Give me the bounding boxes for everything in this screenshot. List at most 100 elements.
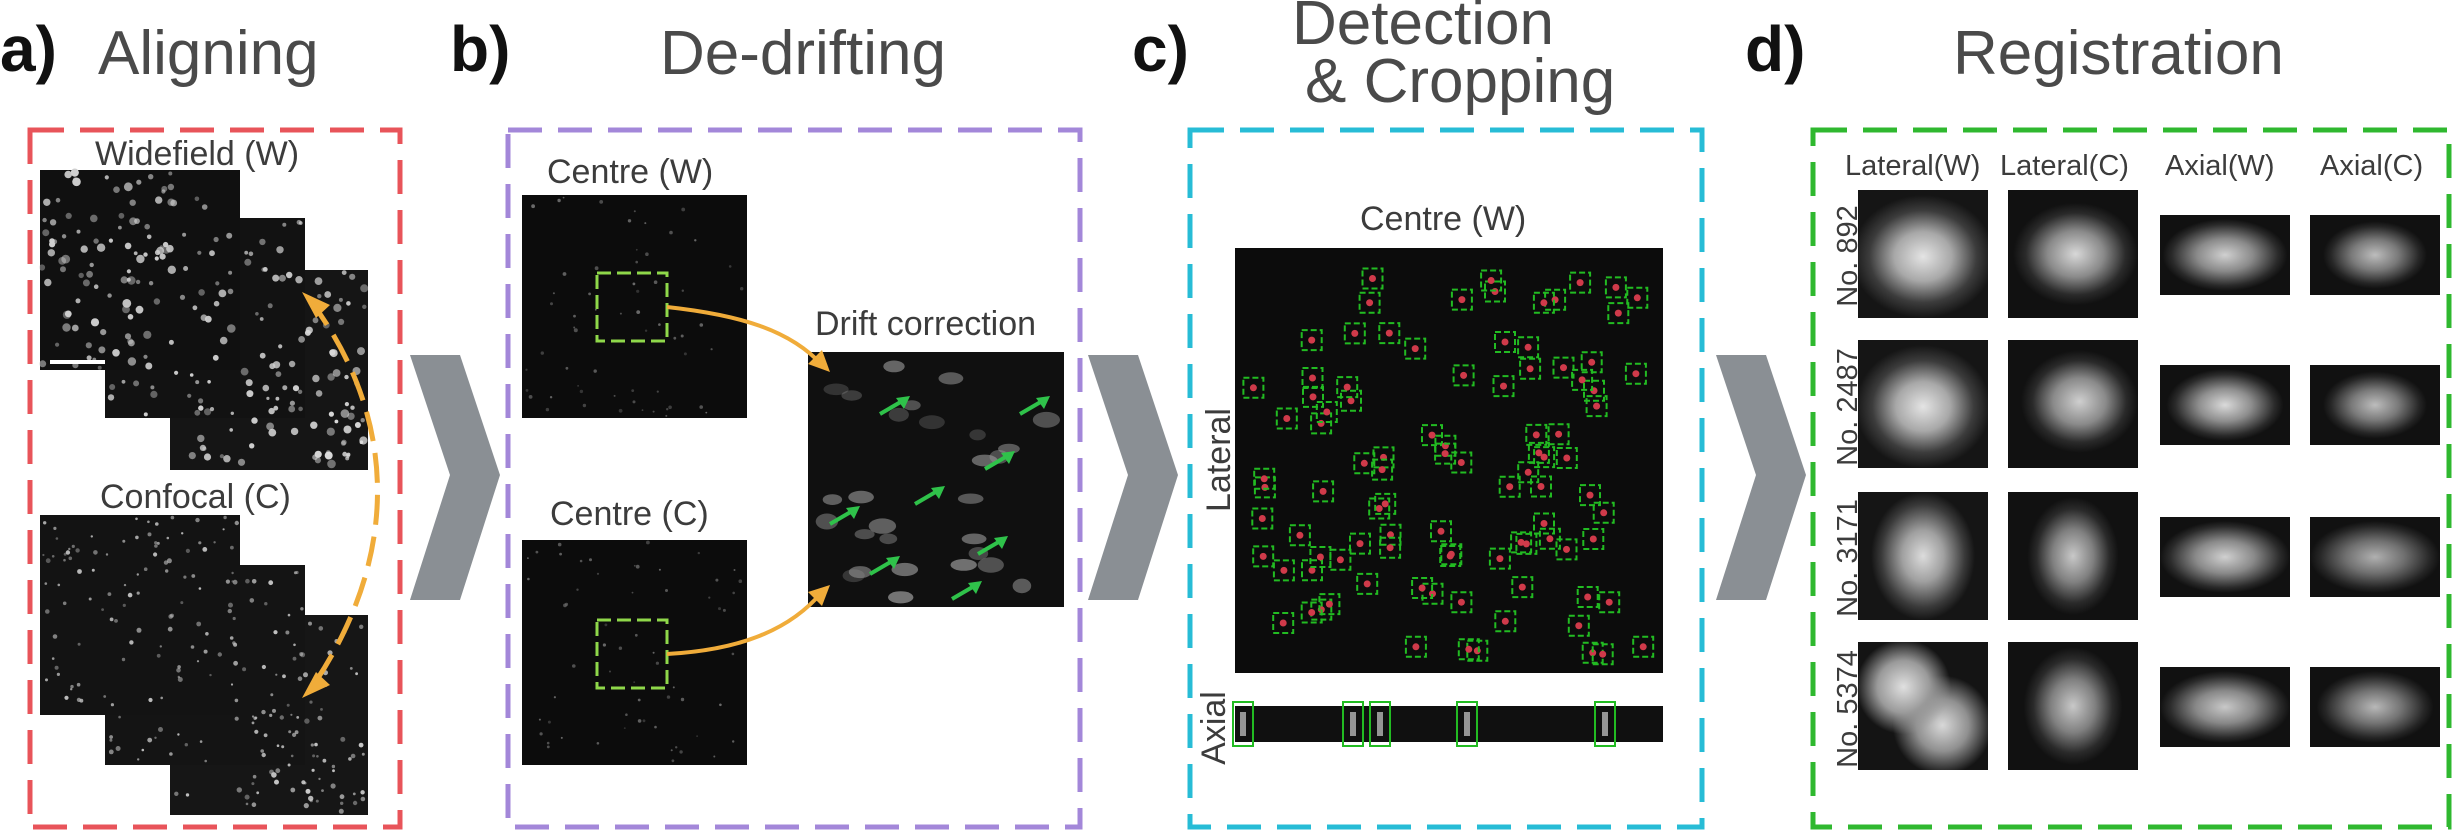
detection-box: [1315, 401, 1338, 423]
nucleus: [340, 801, 344, 805]
nucleus: [312, 374, 320, 383]
nucleus: [168, 339, 174, 345]
nucleus: [559, 552, 562, 556]
nucleus: [295, 276, 303, 284]
nucleus: [63, 558, 66, 562]
nucleus: [227, 324, 236, 333]
nucleus: [303, 803, 309, 809]
nucleus: [740, 287, 744, 291]
nucleus: [126, 277, 131, 282]
detection-box: [1598, 591, 1621, 614]
detection-dot: [1280, 566, 1288, 574]
nucleus: [279, 715, 284, 720]
nucleus: [273, 405, 279, 411]
nucleus: [104, 175, 109, 180]
nucleus: [557, 542, 562, 547]
nucleus: [288, 730, 292, 734]
detection-dot: [1369, 275, 1376, 282]
nucleus: [286, 271, 293, 279]
nucleus: [202, 446, 207, 451]
detection-box: [1450, 451, 1473, 474]
nucleus: [259, 352, 266, 359]
drift-arrowhead: [886, 556, 900, 569]
nucleus: [272, 361, 281, 369]
nucleus: [159, 253, 166, 260]
nucleus: [136, 627, 142, 633]
nucleus: [233, 660, 239, 666]
nucleus: [202, 547, 208, 552]
drift-arrowhead: [931, 486, 945, 499]
nucleus: [275, 396, 280, 401]
nucleus: [618, 646, 623, 650]
nucleus: [225, 579, 230, 584]
nucleus: [289, 400, 295, 406]
detection-dot: [1563, 545, 1570, 553]
nucleus: [199, 444, 206, 451]
nucleus: [322, 758, 327, 763]
axial-strip: [1235, 706, 1663, 742]
nucleus: [332, 769, 335, 773]
drift-nucleus: [848, 566, 872, 579]
nucleus: [135, 517, 138, 521]
nucleus: [108, 238, 113, 243]
detection-box: [1340, 389, 1362, 412]
nucleus: [673, 336, 677, 340]
detection-dot: [1323, 408, 1331, 416]
detection-box: [1371, 458, 1394, 481]
detection-dot: [1309, 374, 1316, 382]
nucleus: [91, 568, 95, 572]
nucleus: [344, 402, 349, 407]
nucleus: [360, 284, 369, 293]
nucleus: [339, 794, 345, 800]
detection-dot: [1283, 415, 1291, 422]
detection-dot: [1600, 509, 1608, 517]
nucleus: [71, 544, 75, 549]
detection-dot: [1575, 622, 1583, 630]
nucleus: [68, 547, 71, 551]
nucleus: [276, 246, 284, 254]
drift-nucleus: [883, 360, 905, 373]
drift-nucleus: [938, 372, 964, 385]
nucleus: [341, 439, 347, 445]
nucleus: [327, 373, 335, 381]
nucleus: [525, 389, 529, 392]
nucleus: [232, 641, 236, 645]
nucleus: [194, 409, 201, 416]
nucleus: [229, 636, 234, 640]
nucleus: [274, 779, 279, 785]
nucleus: [218, 289, 227, 298]
detection-dot: [1546, 535, 1554, 543]
thumb-5374-axial-c: [2310, 667, 2440, 747]
nucleus: [579, 559, 583, 563]
nucleus: [223, 515, 227, 520]
detection-dot: [1429, 590, 1436, 598]
nucleus: [321, 789, 324, 792]
detection-box: [1404, 635, 1427, 658]
nucleus: [562, 196, 565, 199]
nucleus: [170, 613, 174, 618]
nucleus: [641, 409, 644, 411]
detection-dot: [1343, 383, 1351, 391]
nucleus: [266, 396, 270, 400]
nucleus: [159, 245, 164, 250]
detection-dot: [1381, 500, 1389, 508]
detection-box: [1582, 528, 1605, 550]
nucleus: [333, 303, 342, 312]
drift-nucleus: [841, 390, 862, 401]
detection-dot: [1522, 540, 1530, 548]
nucleus: [604, 623, 608, 627]
centre-c-image: [522, 540, 747, 765]
detection-box: [1343, 322, 1366, 345]
nucleus: [254, 729, 259, 734]
nucleus: [196, 660, 200, 663]
nucleus: [65, 550, 71, 555]
nucleus: [64, 310, 72, 318]
nucleus: [527, 557, 529, 559]
nucleus: [666, 408, 669, 411]
nucleus: [143, 330, 152, 339]
nucleus: [100, 329, 107, 336]
chevron-arrow-2: [1088, 355, 1178, 600]
nucleus: [338, 318, 345, 325]
detection-dot: [1378, 466, 1386, 474]
